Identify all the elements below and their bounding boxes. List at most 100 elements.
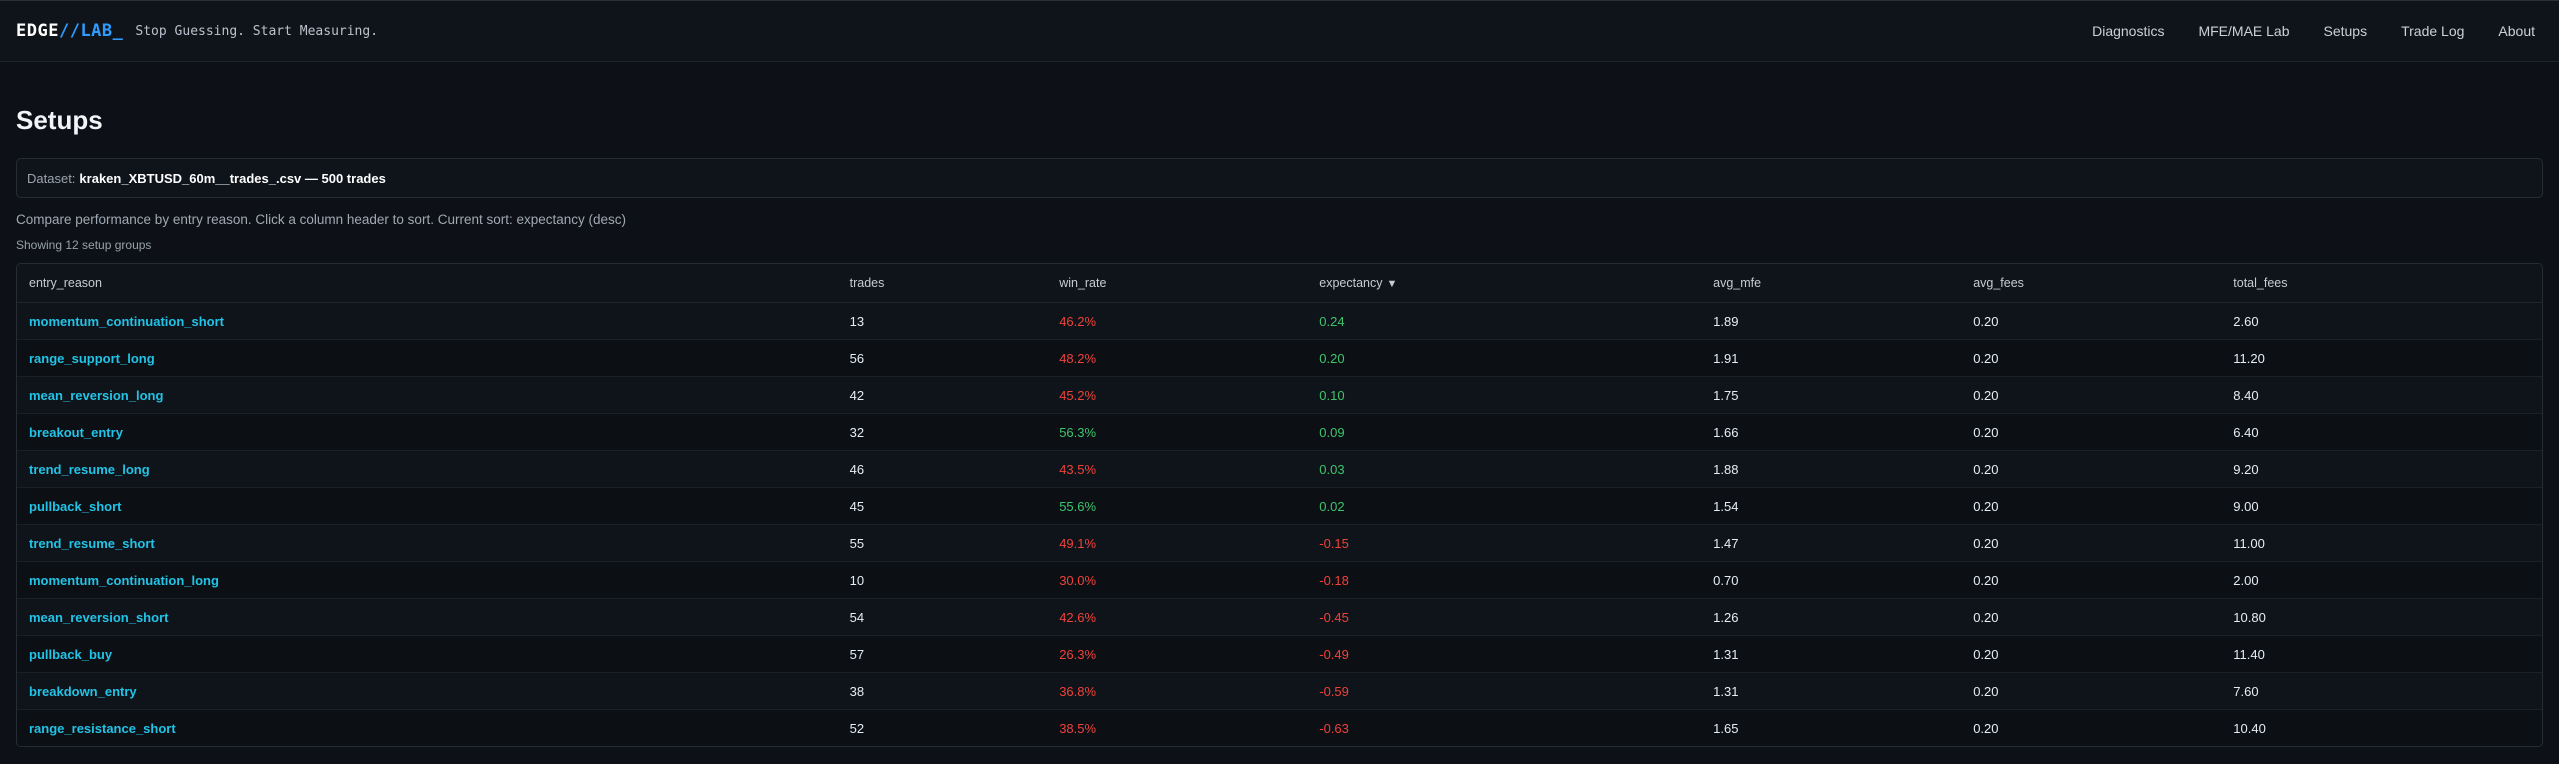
cell-trades: 56 (837, 339, 1048, 377)
cell-total-fees: 6.40 (2221, 413, 2542, 451)
cell-avg-fees: 0.20 (1961, 302, 2222, 340)
column-header-win-rate[interactable]: win_rate (1047, 264, 1308, 303)
table-row: momentum_continuation_short 13 46.2% 0.24 1.… (17, 302, 2542, 340)
dataset-info: Dataset: kraken_XBTUSD_60m__trades_.csv … (16, 158, 2543, 198)
column-header-total-fees[interactable]: total_fees (2221, 264, 2542, 303)
cell-entry-reason: momentum_continuation_long (17, 561, 838, 599)
cell-expectancy: 0.02 (1307, 487, 1702, 525)
cell-avg-fees: 0.20 (1961, 339, 2222, 377)
cell-avg-fees: 0.20 (1961, 450, 2222, 488)
entry-reason-link[interactable]: mean_reversion_long (29, 387, 164, 403)
entry-reason-link[interactable]: range_resistance_short (29, 720, 176, 736)
cell-total-fees: 9.00 (2221, 487, 2542, 525)
dataset-value: kraken_XBTUSD_60m__trades_.csv — 500 tra… (79, 170, 386, 186)
cell-total-fees: 10.80 (2221, 598, 2542, 636)
dataset-label: Dataset: (27, 170, 76, 186)
cell-avg-fees: 0.20 (1961, 376, 2222, 414)
cell-total-fees: 11.00 (2221, 524, 2542, 562)
table-row: trend_resume_long 46 43.5% 0.03 1.88 0.20 9.20 (17, 450, 2542, 488)
brand: EDGE//LAB_ Stop Guessing. Start Measurin… (16, 21, 378, 41)
cell-expectancy: -0.49 (1307, 635, 1702, 673)
cell-trades: 55 (837, 524, 1048, 562)
cell-entry-reason: pullback_buy (17, 635, 838, 673)
entry-reason-link[interactable]: range_support_long (29, 350, 155, 366)
nav-trade-log[interactable]: Trade Log (2401, 23, 2465, 39)
column-header-avg-mfe[interactable]: avg_mfe (1701, 264, 1962, 303)
cell-win-rate: 56.3% (1047, 413, 1308, 451)
app-logo[interactable]: EDGE//LAB_ (16, 21, 123, 41)
cell-expectancy: 0.24 (1307, 302, 1702, 340)
cell-avg-mfe: 1.31 (1701, 672, 1962, 710)
cell-trades: 54 (837, 598, 1048, 636)
table-row: breakout_entry 32 56.3% 0.09 1.66 0.20 6.40 (17, 413, 2542, 451)
column-header-entry-reason[interactable]: entry_reason (17, 264, 838, 303)
cell-trades: 42 (837, 376, 1048, 414)
cell-win-rate: 48.2% (1047, 339, 1308, 377)
cell-avg-mfe: 1.91 (1701, 339, 1962, 377)
cell-total-fees: 8.40 (2221, 376, 2542, 414)
cell-avg-mfe: 1.75 (1701, 376, 1962, 414)
cell-avg-fees: 0.20 (1961, 524, 2222, 562)
entry-reason-link[interactable]: mean_reversion_short (29, 609, 169, 625)
entry-reason-link[interactable]: pullback_buy (29, 646, 113, 662)
column-header-trades[interactable]: trades (837, 264, 1048, 303)
cell-win-rate: 38.5% (1047, 709, 1308, 746)
cell-trades: 46 (837, 450, 1048, 488)
main-nav: Diagnostics MFE/MAE Lab Setups Trade Log… (2092, 23, 2543, 39)
main-content: Setups Dataset: kraken_XBTUSD_60m__trade… (0, 100, 2559, 747)
cell-total-fees: 2.60 (2221, 302, 2542, 340)
column-header-expectancy[interactable]: expectancy ▼ (1307, 264, 1702, 303)
entry-reason-link[interactable]: momentum_continuation_short (29, 313, 225, 329)
cell-entry-reason: range_resistance_short (17, 709, 838, 746)
cell-trades: 38 (837, 672, 1048, 710)
cell-total-fees: 7.60 (2221, 672, 2542, 710)
nav-setups[interactable]: Setups (2323, 23, 2368, 39)
table-row: trend_resume_short 55 49.1% -0.15 1.47 0.20 11… (17, 524, 2542, 562)
cell-trades: 13 (837, 302, 1048, 340)
cell-trades: 57 (837, 635, 1048, 673)
table-row: pullback_short 45 55.6% 0.02 1.54 0.20 9.00 (17, 487, 2542, 525)
entry-reason-link[interactable]: trend_resume_short (29, 535, 155, 551)
table-header-row: entry_reason trades win_rate expectancy ▼… (17, 264, 2542, 303)
cell-win-rate: 30.0% (1047, 561, 1308, 599)
cell-avg-mfe: 0.70 (1701, 561, 1962, 599)
top-bar: EDGE//LAB_ Stop Guessing. Start Measurin… (0, 0, 2559, 62)
cell-entry-reason: pullback_short (17, 487, 838, 525)
cell-avg-mfe: 1.26 (1701, 598, 1962, 636)
cell-entry-reason: mean_reversion_short (17, 598, 838, 636)
entry-reason-link[interactable]: momentum_continuation_long (29, 572, 219, 588)
cell-avg-fees: 0.20 (1961, 598, 2222, 636)
cell-win-rate: 46.2% (1047, 302, 1308, 340)
entry-reason-link[interactable]: breakdown_entry (29, 683, 137, 699)
cell-entry-reason: mean_reversion_long (17, 376, 838, 414)
cell-expectancy: 0.03 (1307, 450, 1702, 488)
cell-avg-mfe: 1.65 (1701, 709, 1962, 746)
entry-reason-link[interactable]: breakout_entry (29, 424, 123, 440)
cell-avg-fees: 0.20 (1961, 635, 2222, 673)
cell-trades: 10 (837, 561, 1048, 599)
setups-table: entry_reason trades win_rate expectancy ▼… (17, 264, 2542, 746)
entry-reason-link[interactable]: trend_resume_long (29, 461, 150, 477)
cell-avg-mfe: 1.47 (1701, 524, 1962, 562)
cell-avg-fees: 0.20 (1961, 487, 2222, 525)
cell-expectancy: -0.18 (1307, 561, 1702, 599)
cell-total-fees: 2.00 (2221, 561, 2542, 599)
cell-total-fees: 11.40 (2221, 635, 2542, 673)
cell-entry-reason: breakdown_entry (17, 672, 838, 710)
entry-reason-link[interactable]: pullback_short (29, 498, 122, 514)
table-row: range_support_long 56 48.2% 0.20 1.91 0.20 11.… (17, 339, 2542, 377)
cell-win-rate: 36.8% (1047, 672, 1308, 710)
sort-desc-icon: ▼ (1386, 278, 1398, 290)
nav-about[interactable]: About (2498, 23, 2535, 39)
nav-diagnostics[interactable]: Diagnostics (2092, 23, 2165, 39)
cell-avg-mfe: 1.66 (1701, 413, 1962, 451)
setups-table-container: entry_reason trades win_rate expectancy ▼… (16, 263, 2543, 747)
column-header-avg-fees[interactable]: avg_fees (1961, 264, 2222, 303)
cell-win-rate: 26.3% (1047, 635, 1308, 673)
cell-expectancy: -0.45 (1307, 598, 1702, 636)
nav-mfe-mae-lab[interactable]: MFE/MAE Lab (2198, 23, 2290, 39)
cell-trades: 52 (837, 709, 1048, 746)
cell-entry-reason: trend_resume_long (17, 450, 838, 488)
cell-expectancy: 0.20 (1307, 339, 1702, 377)
cell-trades: 32 (837, 413, 1048, 451)
